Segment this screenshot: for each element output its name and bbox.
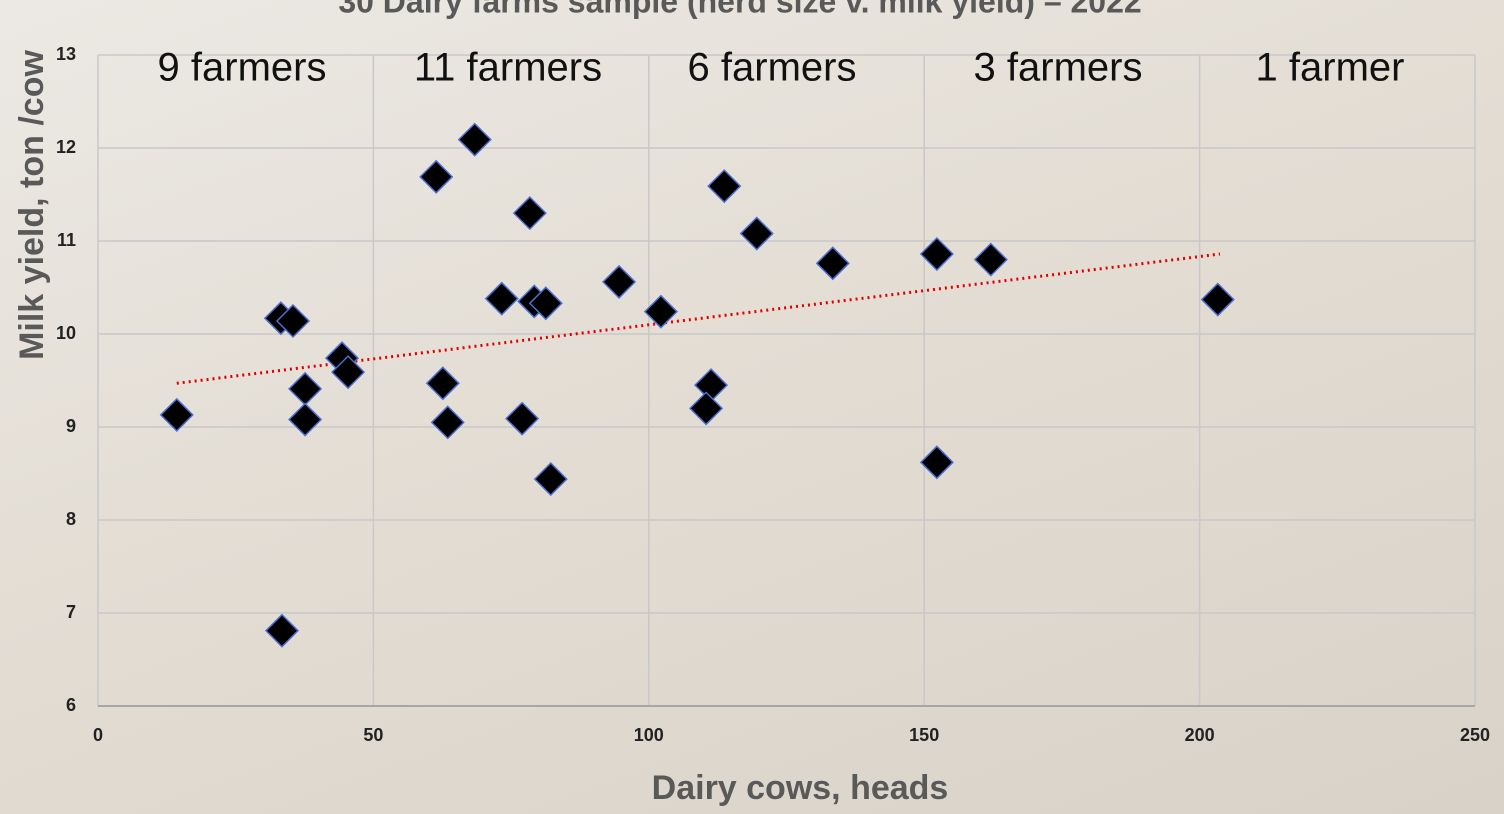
- data-point: [708, 170, 740, 202]
- data-point: [741, 218, 773, 250]
- y-tick-label: 8: [66, 509, 76, 529]
- data-point: [514, 197, 546, 229]
- y-tick-label: 9: [66, 416, 76, 436]
- x-tick-label: 100: [634, 725, 664, 745]
- data-point: [921, 238, 953, 270]
- data-point: [161, 399, 193, 431]
- data-point: [975, 244, 1007, 276]
- data-point: [266, 615, 298, 647]
- x-axis-label: Dairy cows, heads: [652, 769, 949, 807]
- chart: 30 Dairy farms sample (herd size v. milk…: [0, 0, 1504, 814]
- x-tick-label: 150: [909, 725, 939, 745]
- x-tick-label: 50: [363, 725, 383, 745]
- data-point: [1202, 284, 1234, 316]
- data-point: [603, 266, 635, 298]
- y-tick-label: 13: [56, 44, 76, 64]
- annotation: 6 farmers: [688, 46, 857, 90]
- annotation: 1 farmer: [1256, 46, 1405, 90]
- data-point: [459, 124, 491, 156]
- data-point: [535, 463, 567, 495]
- y-axis-label: Milk yield, ton /cow: [13, 50, 51, 360]
- x-tick-label: 250: [1460, 725, 1490, 745]
- data-point: [486, 283, 518, 315]
- data-point: [506, 403, 538, 435]
- y-tick-label: 7: [66, 602, 76, 622]
- annotation: 9 farmers: [158, 46, 327, 90]
- data-point: [420, 161, 452, 193]
- x-tick-label: 200: [1185, 725, 1215, 745]
- data-point: [289, 373, 321, 405]
- data-point: [432, 406, 464, 438]
- y-tick-label: 11: [57, 230, 76, 250]
- data-point: [427, 367, 459, 399]
- y-tick-label: 10: [56, 323, 76, 343]
- page: 30 Dairy farms sample (herd size v. milk…: [0, 0, 1504, 814]
- data-point: [817, 247, 849, 279]
- annotation: 3 farmers: [974, 46, 1143, 90]
- y-tick-label: 6: [66, 695, 76, 715]
- data-point: [289, 404, 321, 436]
- data-point: [921, 446, 953, 478]
- annotation: 11 farmers: [414, 46, 602, 90]
- data-point: [690, 392, 722, 424]
- y-tick-label: 12: [56, 137, 76, 157]
- x-tick-label: 0: [93, 725, 103, 745]
- chart-title: 30 Dairy farms sample (herd size v. milk…: [338, 0, 1141, 19]
